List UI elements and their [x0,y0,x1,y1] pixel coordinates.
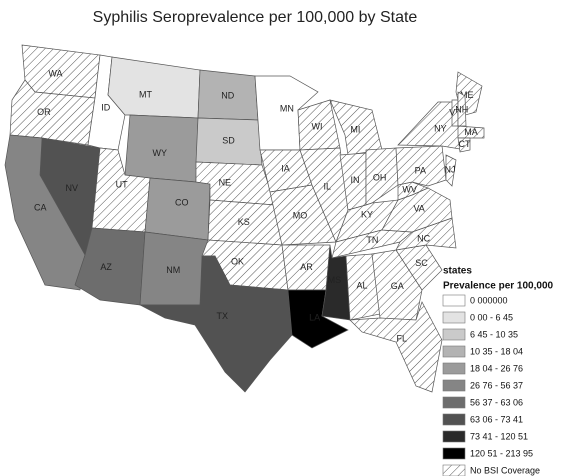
state-label: CO [175,198,189,208]
state [371,249,423,321]
state [445,154,457,187]
state-label: CT [459,139,471,149]
legend: states Prevalence per 100,000 0 000000 0 … [442,266,554,476]
map-title: Syphilis Seroprevalence per 100,000 by S… [93,9,418,26]
state-label: MA [464,127,478,137]
state-label: VA [413,203,424,213]
state-label: UT [116,180,128,190]
state-label: WY [153,148,168,158]
legend-label: 26 76 - 56 37 [470,380,523,390]
state-label: WV [402,184,417,194]
state [144,177,211,241]
state-label: KY [361,209,373,219]
state-label: GA [391,281,404,291]
state-label: MO [293,210,308,220]
legend-swatch [442,430,466,443]
state-label: IN [351,175,360,185]
state-label: AL [356,280,367,290]
state-label: OK [231,256,244,266]
state-label: KS [238,217,250,227]
state-label: NH [455,104,468,114]
legend-label: 0 00 - 6 45 [470,312,513,322]
state [329,99,383,156]
legend-label: 73 41 - 120 51 [470,431,528,441]
legend-label: No BSI Coverage [470,465,540,475]
legend-swatch [442,294,466,307]
state-label: ND [221,90,234,100]
state [9,79,96,146]
state-label: MS [328,275,342,285]
state-label: LA [309,313,320,323]
state [349,301,443,393]
state-label: ME [460,90,474,100]
legend-swatch [442,413,466,426]
legend-label: 56 37 - 63 06 [470,397,523,407]
state-label: NY [434,123,447,133]
state-label: AZ [100,262,112,272]
state-label: OH [373,173,387,183]
legend-label: 18 04 - 26 76 [470,363,523,373]
legend-heading: states [443,266,472,277]
state [139,255,293,393]
legend-label: 10 35 - 18 04 [470,346,523,356]
state-label: OR [37,107,51,117]
state [457,137,471,153]
states: WA OR ID MT WY NV CA UT AZ CO NM ND SD NE KS OK TX MN IA MO… [4,44,485,393]
state-label: SC [415,258,428,268]
state-label: IA [281,164,290,174]
legend-swatch [442,362,466,375]
legend-swatch [442,345,466,358]
state-label: TN [366,235,378,245]
state [457,125,485,139]
legend-swatch [442,379,466,392]
legend-label: 6 45 - 10 35 [470,329,518,339]
state-label: MT [139,89,152,99]
state-label: WA [48,68,62,78]
legend-label: 120 51 - 213 95 [470,448,533,458]
state-label: NV [66,183,79,193]
legend-swatch [442,311,466,324]
state-label: NC [417,234,430,244]
state-label: ID [101,102,111,112]
state [457,91,467,127]
legend-swatch [442,328,466,341]
state-label: AR [300,262,313,272]
state-label: MI [350,124,360,134]
state-label: VT [449,107,461,117]
state-label: IL [323,181,331,191]
legend-swatch [442,396,466,409]
legend-swatch [442,447,466,460]
legend-label: 0 000000 [470,295,508,305]
state-label: CA [34,202,47,212]
state-label: TX [216,311,228,321]
state-label: PA [415,166,426,176]
state-label: NM [166,265,180,275]
state [4,134,86,291]
state-label: WI [312,121,323,131]
legend-label: 63 06 - 73 41 [470,414,523,424]
state-label: MN [280,103,294,113]
state-label: FL [397,333,408,343]
state-label: NE [219,177,232,187]
state [107,56,201,119]
legend-swatch [442,464,466,476]
state [365,147,399,206]
state-label: NJ [445,165,456,175]
legend-subheading: Prevalence per 100,000 [443,281,554,292]
state-label: SD [222,136,235,146]
